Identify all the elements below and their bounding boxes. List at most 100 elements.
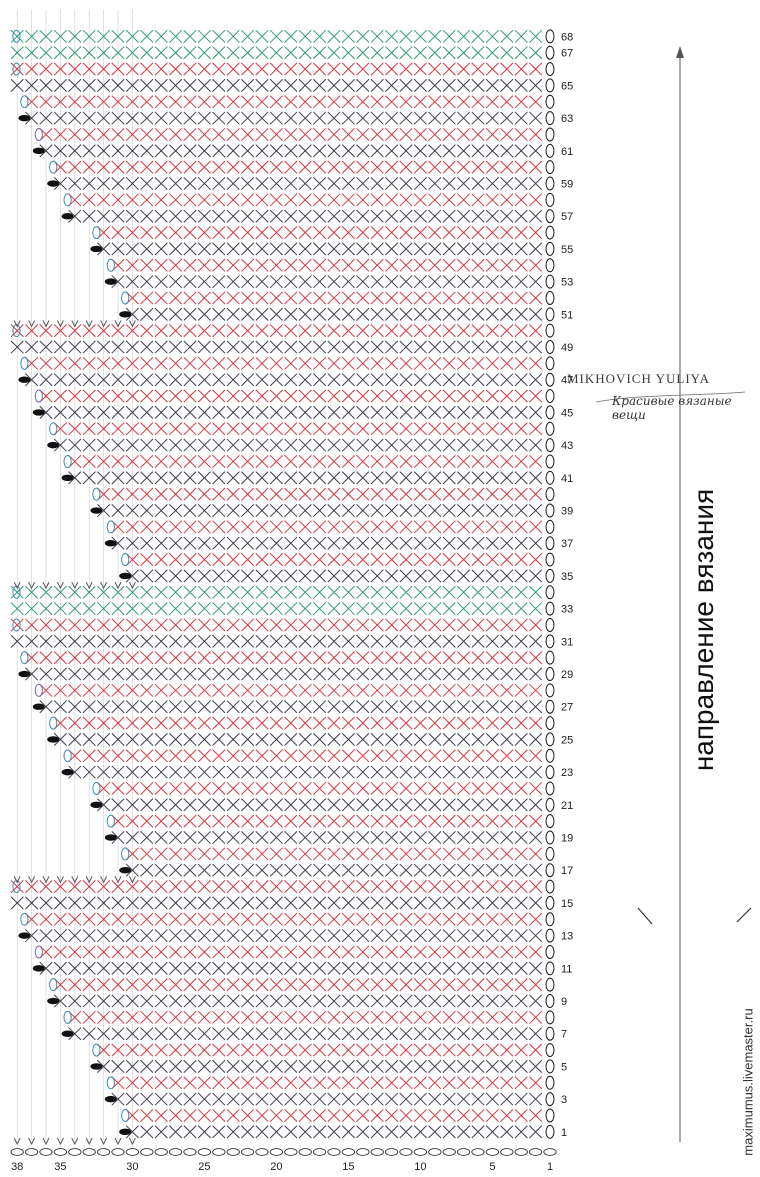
single-crochet-stitch (370, 209, 384, 223)
single-crochet-stitch (442, 929, 456, 943)
single-crochet-stitch (313, 585, 327, 599)
single-crochet-stitch (298, 749, 312, 763)
single-crochet-stitch (241, 683, 255, 697)
stitch-row (104, 1092, 555, 1107)
single-crochet-stitch (413, 324, 427, 338)
single-crochet-stitch (212, 95, 226, 109)
chain-loop-icon (545, 1108, 555, 1123)
single-crochet-stitch (500, 945, 514, 959)
single-crochet-stitch (385, 209, 399, 223)
single-crochet-stitch (284, 553, 298, 567)
single-crochet-stitch (399, 618, 413, 632)
single-crochet-stitch (356, 193, 370, 207)
single-crochet-stitch (82, 749, 96, 763)
single-crochet-stitch (514, 111, 528, 125)
single-crochet-stitch (341, 176, 355, 191)
single-crochet-stitch (370, 160, 384, 174)
single-crochet-stitch (169, 781, 183, 796)
single-crochet-stitch (471, 111, 485, 125)
single-crochet-stitch (255, 880, 269, 894)
single-crochet-stitch (313, 602, 327, 616)
single-crochet-stitch (413, 814, 427, 828)
single-crochet-stitch (370, 291, 384, 305)
single-crochet-stitch (399, 160, 413, 174)
single-crochet-stitch (125, 830, 139, 845)
single-crochet-stitch (428, 1027, 442, 1041)
single-crochet-stitch (183, 863, 197, 877)
single-crochet-stitch (183, 700, 197, 714)
single-crochet-stitch (284, 291, 298, 305)
single-crochet-stitch (197, 422, 211, 436)
single-crochet-stitch (385, 46, 399, 60)
single-crochet-stitch (471, 961, 485, 975)
chain-loop-icon (545, 356, 555, 371)
single-crochet-stitch (111, 340, 125, 354)
single-crochet-stitch (212, 929, 226, 943)
single-crochet-stitch (313, 78, 327, 92)
single-crochet-stitch (212, 1010, 226, 1024)
foundation-chain-icon (471, 1148, 485, 1156)
single-crochet-stitch (241, 798, 255, 812)
single-crochet-stitch (125, 863, 139, 877)
single-crochet-stitch (428, 62, 442, 76)
single-crochet-stitch (140, 1076, 154, 1090)
single-crochet-stitch (269, 683, 283, 697)
single-crochet-stitch (68, 880, 82, 894)
single-crochet-stitch (428, 765, 442, 779)
single-crochet-stitch (313, 389, 327, 403)
single-crochet-stitch (97, 95, 111, 109)
single-crochet-stitch (298, 536, 312, 550)
single-crochet-stitch (298, 1076, 312, 1090)
single-crochet-stitch (111, 29, 125, 43)
single-crochet-stitch (341, 749, 355, 763)
single-crochet-stitch (356, 340, 370, 354)
chain-loop-icon (545, 1124, 555, 1139)
single-crochet-stitch (471, 29, 485, 43)
row-number-label: 61 (561, 146, 573, 158)
single-crochet-stitch (327, 667, 341, 681)
single-crochet-stitch (154, 1076, 168, 1090)
single-crochet-stitch (226, 226, 240, 240)
single-crochet-stitch (97, 765, 111, 779)
single-crochet-stitch (269, 127, 283, 142)
single-crochet-stitch (269, 1125, 283, 1139)
chain-loop-icon (545, 209, 555, 224)
single-crochet-stitch (255, 307, 269, 321)
stitch-row (20, 356, 555, 371)
single-crochet-stitch (284, 275, 298, 289)
single-crochet-stitch (471, 536, 485, 550)
single-crochet-stitch (313, 912, 327, 926)
single-crochet-stitch (327, 683, 341, 697)
single-crochet-stitch (356, 226, 370, 240)
single-crochet-stitch (255, 716, 269, 730)
single-crochet-stitch (183, 46, 197, 60)
increase-mark-icon (71, 581, 79, 590)
single-crochet-stitch (125, 602, 139, 616)
single-crochet-stitch (529, 618, 543, 632)
single-crochet-stitch (341, 618, 355, 632)
single-crochet-stitch (97, 78, 111, 92)
single-crochet-stitch (140, 324, 154, 338)
single-crochet-stitch (226, 553, 240, 567)
single-crochet-stitch (385, 585, 399, 599)
single-crochet-stitch (298, 1059, 312, 1073)
single-crochet-stitch (183, 536, 197, 550)
single-crochet-stitch (154, 683, 168, 697)
single-crochet-stitch (500, 961, 514, 975)
single-crochet-stitch (428, 929, 442, 943)
single-crochet-stitch (140, 929, 154, 943)
single-crochet-stitch (169, 683, 183, 697)
single-crochet-stitch (399, 422, 413, 436)
single-crochet-stitch (413, 389, 427, 403)
foundation-chain-icon (500, 1148, 514, 1156)
single-crochet-stitch (68, 356, 82, 370)
single-crochet-stitch (298, 144, 312, 158)
single-crochet-stitch (313, 618, 327, 632)
single-crochet-stitch (341, 1059, 355, 1073)
single-crochet-stitch (327, 732, 341, 746)
single-crochet-stitch (212, 454, 226, 469)
single-crochet-stitch (82, 945, 96, 959)
single-crochet-stitch (140, 978, 154, 992)
single-crochet-stitch (370, 683, 384, 697)
single-crochet-stitch (327, 340, 341, 354)
